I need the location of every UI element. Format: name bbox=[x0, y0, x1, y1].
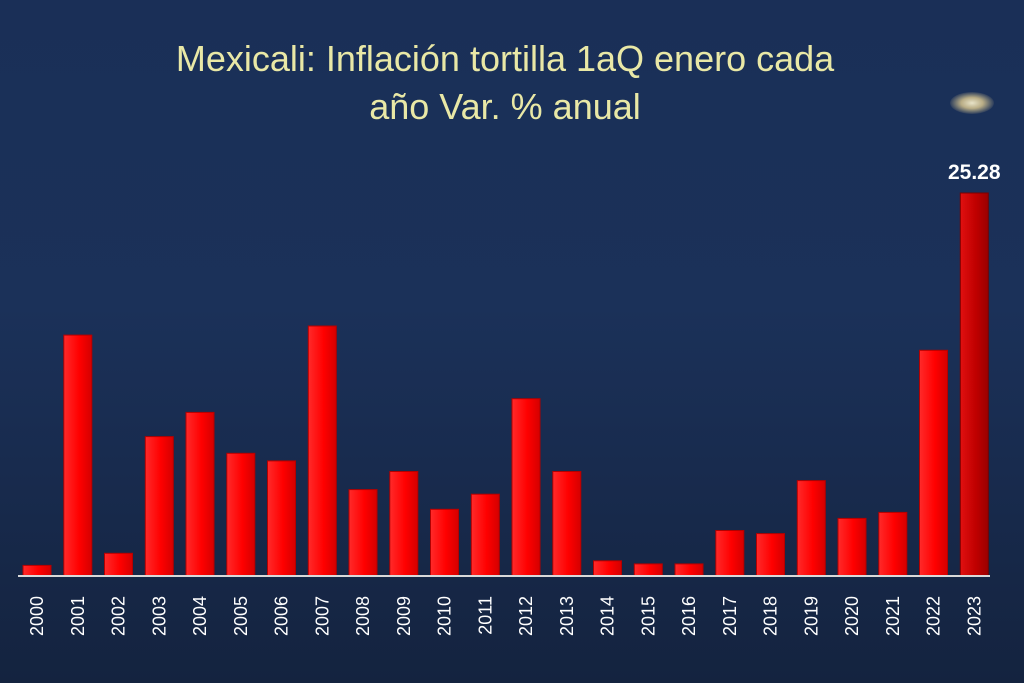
bar-2018 bbox=[756, 533, 785, 577]
x-tick-label-2006: 2006 bbox=[272, 596, 292, 636]
bar-2017 bbox=[715, 530, 745, 577]
bar-2023 bbox=[959, 192, 989, 577]
bar-2000 bbox=[22, 564, 52, 577]
x-tick-label-2000: 2000 bbox=[27, 596, 47, 636]
x-tick-label-2019: 2019 bbox=[801, 596, 821, 636]
x-tick-label-2002: 2002 bbox=[109, 596, 129, 636]
x-tick-label-2003: 2003 bbox=[149, 596, 169, 636]
x-tick-label-2005: 2005 bbox=[231, 596, 251, 636]
bar-2013 bbox=[552, 471, 582, 577]
bar-2015 bbox=[633, 563, 663, 577]
bar-2010 bbox=[430, 508, 459, 577]
x-tick-label-2013: 2013 bbox=[557, 596, 577, 636]
bar-2004 bbox=[185, 411, 215, 577]
bar-2019 bbox=[796, 480, 826, 577]
x-tick-label-2022: 2022 bbox=[924, 596, 944, 636]
bar-2014 bbox=[593, 560, 622, 577]
bar-2005 bbox=[226, 452, 256, 577]
data-label-2023: 25.28 bbox=[948, 161, 1001, 184]
x-tick-label-2008: 2008 bbox=[353, 596, 373, 636]
bar-2006 bbox=[267, 460, 296, 577]
x-tick-label-2010: 2010 bbox=[435, 596, 455, 636]
chart-title-line2: año Var. % anual bbox=[369, 86, 641, 127]
bar-2003 bbox=[144, 436, 174, 577]
x-tick-label-2007: 2007 bbox=[312, 596, 332, 636]
x-tick-label-2021: 2021 bbox=[883, 596, 903, 636]
x-tick-label-2023: 2023 bbox=[964, 596, 984, 636]
bar-2012 bbox=[511, 398, 541, 577]
x-tick-label-2016: 2016 bbox=[679, 596, 699, 636]
bar-2022 bbox=[919, 349, 948, 577]
bar-2011 bbox=[470, 493, 500, 577]
x-tick-label-2020: 2020 bbox=[842, 596, 862, 636]
bar-2007 bbox=[307, 325, 337, 577]
x-tick-label-2018: 2018 bbox=[761, 596, 781, 636]
x-tick-label-2001: 2001 bbox=[68, 596, 88, 636]
x-tick-label-2011: 2011 bbox=[475, 596, 495, 635]
x-tick-label-2017: 2017 bbox=[720, 596, 740, 636]
bar-2001 bbox=[63, 334, 93, 577]
x-tick-label-2012: 2012 bbox=[516, 596, 536, 636]
bar-2009 bbox=[389, 471, 419, 577]
bar-2016 bbox=[674, 563, 704, 577]
x-tick-label-2014: 2014 bbox=[598, 596, 618, 636]
glow-highlight-icon bbox=[950, 92, 994, 114]
bar-2008 bbox=[348, 489, 378, 577]
bar-2002 bbox=[104, 552, 133, 577]
bar-2021 bbox=[878, 511, 908, 577]
chart-title-line1: Mexicali: Inflación tortilla 1aQ enero c… bbox=[175, 38, 835, 79]
x-tick-label-2004: 2004 bbox=[190, 596, 210, 636]
x-tick-label-2009: 2009 bbox=[394, 596, 414, 636]
bar-2020 bbox=[837, 517, 867, 577]
x-tick-label-2015: 2015 bbox=[638, 596, 658, 636]
